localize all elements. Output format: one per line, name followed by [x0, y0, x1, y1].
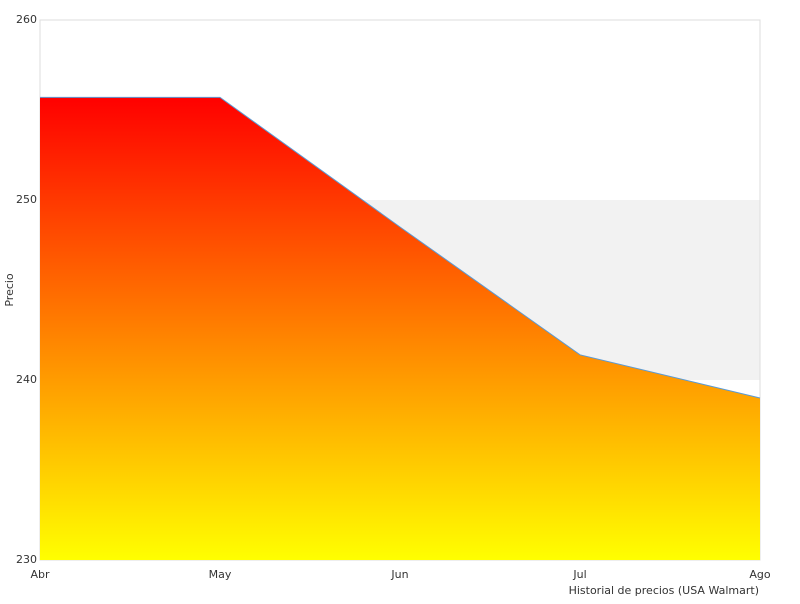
area-fill	[40, 97, 760, 561]
y-tick-label: 240	[16, 373, 37, 386]
x-tick-label: Abr	[30, 568, 50, 581]
y-axis-label: Precio	[3, 273, 16, 307]
x-tick-label: May	[209, 568, 232, 581]
x-tick-label: Jul	[572, 568, 586, 581]
x-axis-label: Historial de precios (USA Walmart)	[569, 584, 759, 597]
y-tick-label: 230	[16, 553, 37, 566]
y-tick-label: 260	[16, 13, 37, 26]
y-tick-label: 250	[16, 193, 37, 206]
x-tick-label: Jun	[390, 568, 408, 581]
area-line	[40, 96, 761, 399]
x-tick-label: Ago	[749, 568, 771, 581]
